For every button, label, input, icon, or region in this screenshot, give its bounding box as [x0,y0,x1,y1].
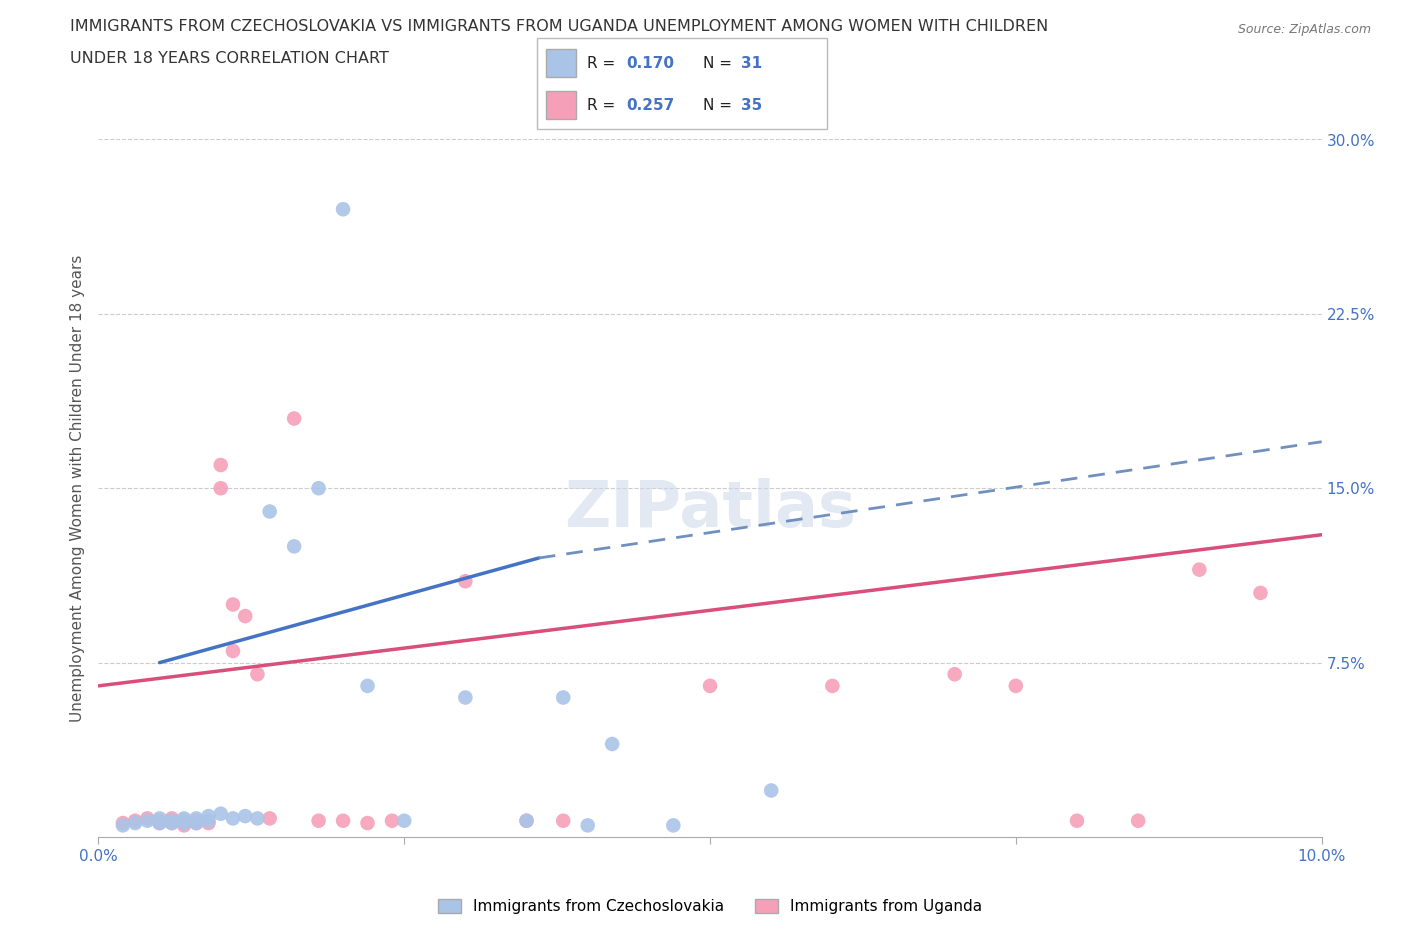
Point [209,481,232,496]
Point [149,811,172,826]
Point [1004,679,1026,694]
FancyBboxPatch shape [546,49,575,77]
Text: R =: R = [588,98,620,113]
Point [209,458,232,472]
Text: IMMIGRANTS FROM CZECHOSLOVAKIA VS IMMIGRANTS FROM UGANDA UNEMPLOYMENT AMONG WOME: IMMIGRANTS FROM CZECHOSLOVAKIA VS IMMIGR… [70,19,1049,33]
Point [197,813,219,829]
Point [222,644,245,658]
Point [124,816,146,830]
Point [173,818,195,833]
Point [553,690,575,705]
Point [173,811,195,826]
Point [1249,586,1271,601]
Point [149,816,172,830]
Text: 31: 31 [741,56,762,71]
Point [246,667,269,682]
Point [111,816,134,830]
Point [332,813,354,829]
Point [160,813,183,829]
Point [759,783,782,798]
Point [516,813,538,829]
Text: 35: 35 [741,98,762,113]
Point [173,816,195,830]
Point [332,202,354,217]
Text: 0.170: 0.170 [626,56,673,71]
Point [356,816,378,830]
Text: 0.257: 0.257 [626,98,673,113]
Point [553,813,575,829]
Point [1128,813,1150,829]
Point [283,411,305,426]
Y-axis label: Unemployment Among Women with Children Under 18 years: Unemployment Among Women with Children U… [70,255,86,722]
Point [1188,562,1211,577]
Point [124,813,146,829]
Point [136,811,159,826]
Point [699,679,721,694]
Text: Source: ZipAtlas.com: Source: ZipAtlas.com [1237,23,1371,36]
Point [197,816,219,830]
FancyBboxPatch shape [546,91,575,119]
FancyBboxPatch shape [537,38,827,129]
Point [160,816,183,830]
Point [259,504,281,519]
Point [454,574,477,589]
Point [259,811,281,826]
Point [136,813,159,829]
Point [356,679,378,694]
Point [186,813,208,829]
Point [246,811,269,826]
Point [576,818,599,833]
Point [516,813,538,829]
Point [233,809,256,824]
Point [149,816,172,830]
Point [600,737,623,751]
Point [308,813,330,829]
Point [197,809,219,824]
Point [209,806,232,821]
Point [222,597,245,612]
Point [381,813,404,829]
Point [662,818,685,833]
Point [186,816,208,830]
Point [160,811,183,826]
Text: N =: N = [703,98,737,113]
Point [186,816,208,830]
Text: N =: N = [703,56,737,71]
Point [233,609,256,624]
Text: R =: R = [588,56,620,71]
Point [392,813,416,829]
Point [149,813,172,829]
Text: ZIPatlas: ZIPatlas [564,478,856,540]
Point [308,481,330,496]
Point [173,813,195,829]
Point [160,816,183,830]
Point [222,811,245,826]
Point [186,811,208,826]
Point [111,818,134,833]
Point [821,679,844,694]
Point [943,667,966,682]
Legend: Immigrants from Czechoslovakia, Immigrants from Uganda: Immigrants from Czechoslovakia, Immigran… [432,893,988,920]
Point [1066,813,1088,829]
Point [454,690,477,705]
Text: UNDER 18 YEARS CORRELATION CHART: UNDER 18 YEARS CORRELATION CHART [70,51,389,66]
Point [173,813,195,829]
Point [283,539,305,554]
